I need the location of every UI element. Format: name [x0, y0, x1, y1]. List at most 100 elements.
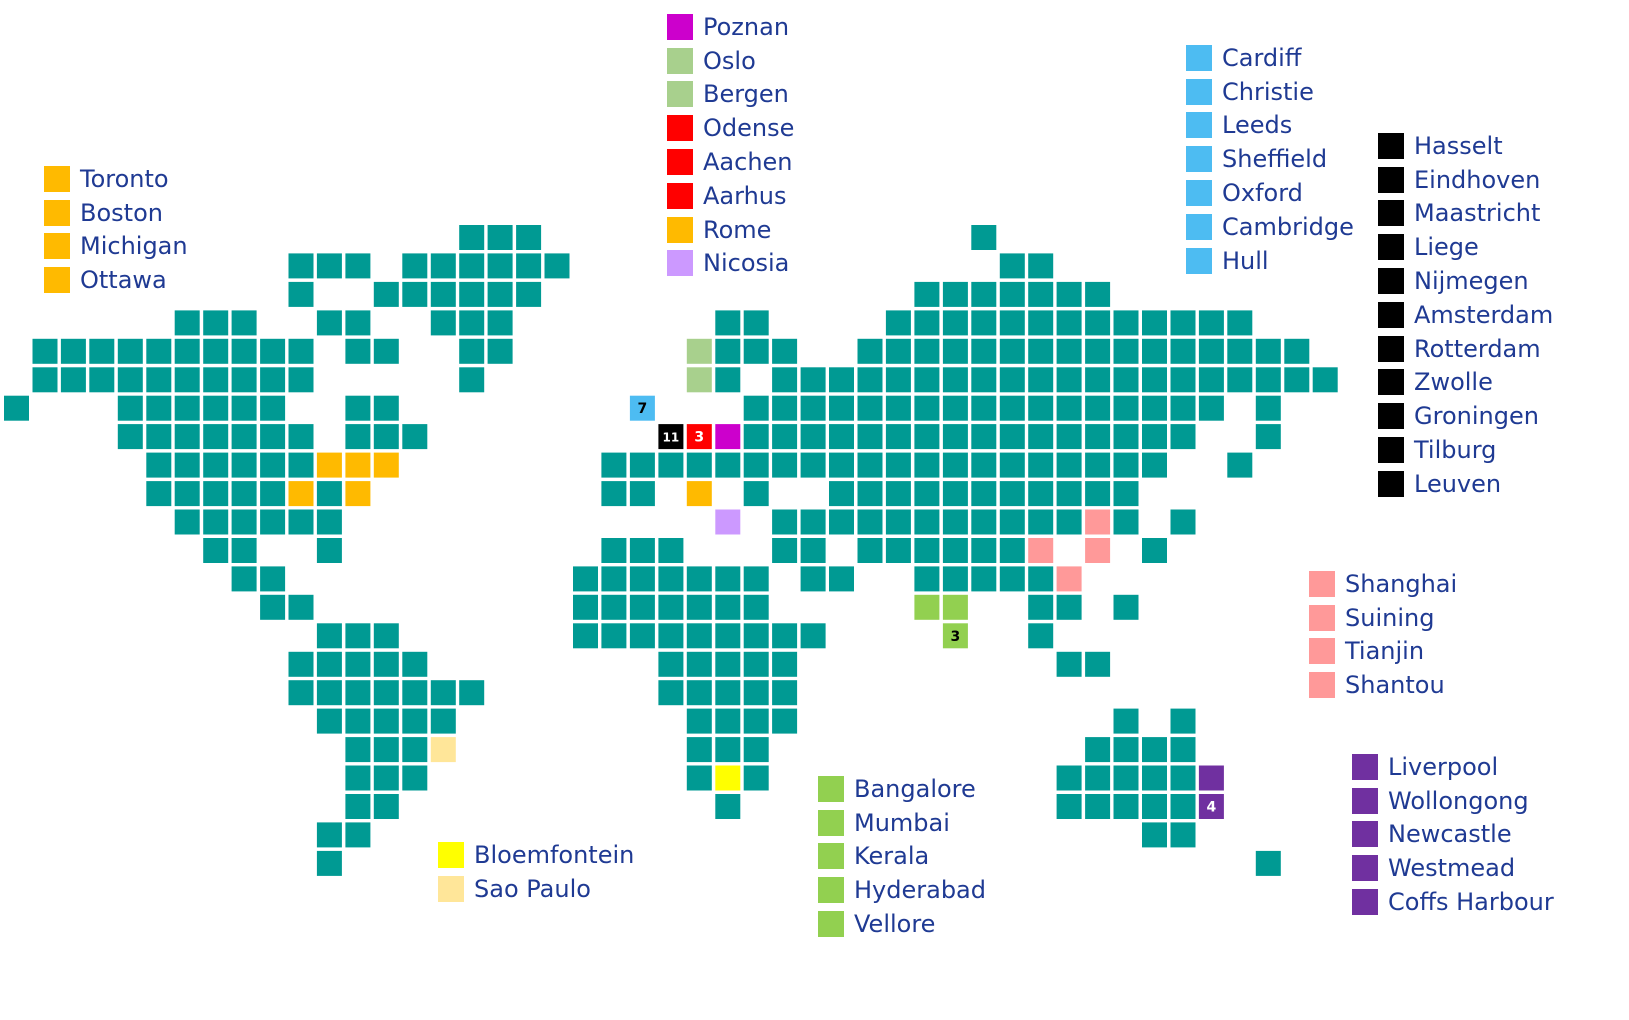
land-tile: [1028, 395, 1054, 421]
legend-item-toronto: Toronto: [44, 162, 188, 196]
highlight-tile-uk: [629, 395, 655, 421]
land-tile: [658, 594, 684, 620]
land-tile: [402, 765, 428, 791]
land-tile: [629, 538, 655, 563]
land-tile: [260, 481, 286, 507]
land-tile: [772, 367, 798, 393]
land-tile: [885, 338, 911, 364]
legend-item-liege: Liege: [1378, 230, 1553, 264]
land-tile: [231, 509, 257, 535]
land-tile: [743, 737, 769, 763]
land-tile: [1142, 424, 1167, 450]
land-tile: [715, 367, 741, 393]
land-tile: [885, 424, 911, 450]
land-tile: [772, 538, 798, 563]
land-tile: [686, 594, 712, 620]
legend-australia: Liverpool Wollongong Newcastle Westmead …: [1352, 750, 1554, 919]
land-tile: [1170, 765, 1196, 791]
land-tile: [345, 737, 371, 763]
legend-label: Oxford: [1222, 179, 1303, 208]
land-tile: [914, 395, 940, 421]
land-tile: [800, 367, 826, 393]
legend-benelux: Hasselt Eindhoven Maastricht Liege Nijme…: [1378, 129, 1553, 501]
land-tile: [4, 395, 29, 421]
land-tile: [1227, 452, 1253, 478]
land-tile: [686, 765, 712, 791]
land-tile: [117, 424, 143, 450]
land-tile: [203, 452, 229, 478]
legend-item-poznan: Poznan: [667, 10, 794, 44]
land-tile: [459, 367, 485, 393]
land-tile: [1170, 424, 1196, 450]
legend-item-sheffield: Sheffield: [1186, 142, 1354, 176]
land-tile: [1255, 338, 1281, 364]
land-tile: [829, 424, 854, 450]
legend-item-newcastle: Newcastle: [1352, 818, 1554, 852]
land-tile: [1056, 765, 1082, 791]
land-tile: [316, 822, 342, 848]
legend-south-america-africa: Bloemfontein Sao Paulo: [438, 838, 634, 906]
land-tile: [402, 424, 428, 450]
legend-swatch: [1309, 570, 1335, 597]
land-tile: [715, 794, 741, 819]
legend-north-america: Toronto Boston Michigan Ottawa: [44, 162, 188, 297]
land-tile: [345, 822, 371, 848]
land-tile: [829, 452, 854, 478]
land-tile: [1142, 310, 1167, 336]
legend-swatch: [438, 875, 464, 902]
land-tile: [743, 481, 769, 507]
land-tile: [743, 395, 769, 421]
land-tile: [260, 367, 286, 393]
land-tile: [146, 395, 172, 421]
legend-swatch: [1186, 180, 1212, 207]
land-tile: [1113, 367, 1139, 393]
land-tile: [1113, 737, 1139, 763]
legend-item-ottawa: Ottawa: [44, 263, 188, 297]
land-tile: [174, 424, 200, 450]
land-tile: [117, 367, 143, 393]
land-tile: [971, 395, 997, 421]
land-tile: [459, 310, 485, 336]
land-tile: [1113, 765, 1139, 791]
land-tile: [1113, 310, 1139, 336]
land-tile: [345, 623, 371, 649]
legend-item-westmead: Westmead: [1352, 851, 1554, 885]
land-tile: [288, 338, 314, 364]
land-tile: [402, 281, 428, 307]
land-tile: [288, 680, 314, 706]
highlight-tile-norway: [686, 338, 712, 364]
land-tile: [857, 452, 883, 478]
land-tile: [1113, 509, 1139, 535]
legend-label: Westmead: [1388, 854, 1516, 883]
land-tile: [459, 253, 485, 279]
land-tile: [402, 253, 428, 279]
legend-swatch: [1186, 213, 1212, 240]
legend-swatch: [818, 809, 844, 836]
land-tile: [231, 481, 257, 507]
legend-label: Poznan: [703, 12, 790, 41]
land-tile: [743, 594, 769, 620]
land-tile: [1142, 338, 1167, 364]
land-tile: [715, 338, 741, 364]
land-tile: [1056, 452, 1082, 478]
land-tile: [743, 651, 769, 677]
land-tile: [999, 566, 1025, 592]
land-tile: [1142, 822, 1167, 848]
legend-item-bangalore: Bangalore: [818, 772, 986, 806]
land-tile: [743, 680, 769, 706]
land-tile: [1056, 395, 1082, 421]
land-tile: [914, 566, 940, 592]
land-tile: [1142, 765, 1167, 791]
land-tile: [32, 338, 58, 364]
count-label-uk: 7: [638, 401, 648, 417]
land-tile: [231, 338, 257, 364]
highlight-tile-australia: [1198, 765, 1224, 791]
legend-item-nijmegen: Nijmegen: [1378, 264, 1553, 298]
land-tile: [1056, 509, 1082, 535]
legend-swatch: [667, 216, 693, 243]
legend-label: Leuven: [1414, 469, 1502, 498]
legend-item-bloemfontein: Bloemfontein: [438, 838, 634, 872]
land-tile: [345, 794, 371, 819]
legend-label: Cambridge: [1222, 212, 1354, 241]
legend-swatch: [1378, 166, 1404, 193]
